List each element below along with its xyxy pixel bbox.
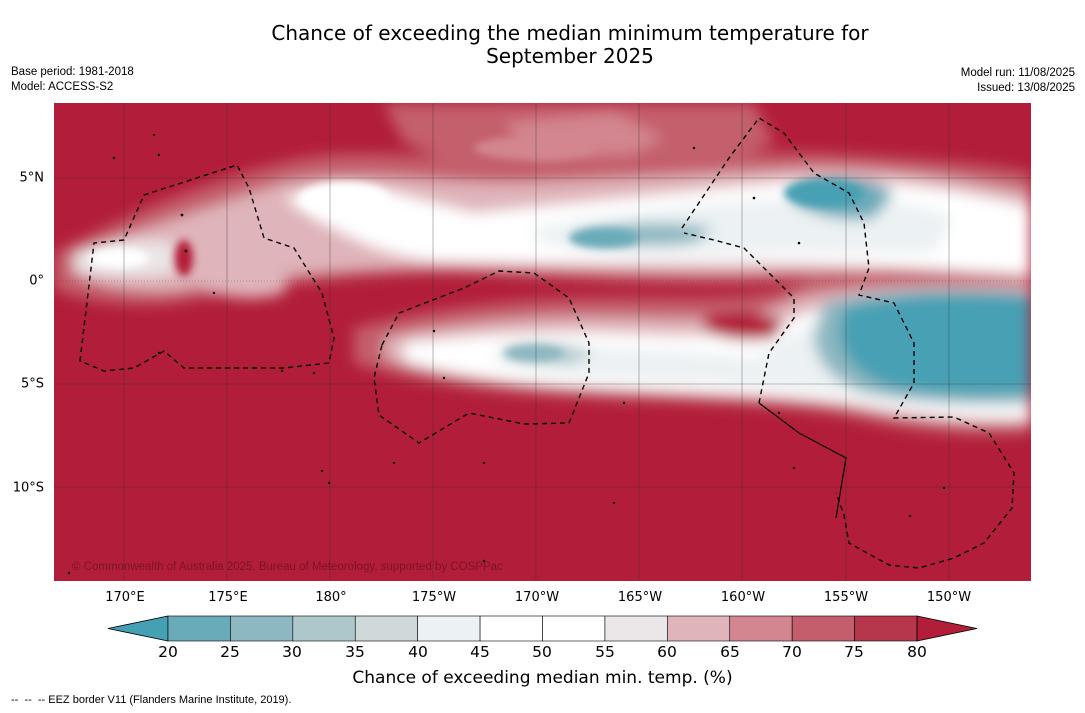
probability-map[interactable]: © Commonwealth of Australia 2025, Bureau… bbox=[54, 103, 1031, 581]
colorbar-tick-25: 25 bbox=[220, 643, 240, 661]
colorbar-segment bbox=[354, 615, 418, 642]
field-west-white-blob bbox=[89, 248, 149, 268]
lon-label-180: 180° bbox=[315, 590, 347, 605]
colorbar-tick-50: 50 bbox=[532, 643, 552, 661]
lon-label-165w: 165°W bbox=[617, 590, 663, 605]
lat-label-0: 0° bbox=[29, 273, 44, 289]
lon-label-170e: 170°E bbox=[105, 590, 145, 605]
field-west-red-spot bbox=[175, 240, 193, 276]
field-west-pink bbox=[194, 227, 294, 299]
base-period: Base period: 1981-2018 bbox=[11, 66, 134, 78]
field-north-white-blob bbox=[299, 182, 389, 214]
colorbar-tick-20: 20 bbox=[158, 643, 178, 661]
probability-field-detail bbox=[89, 136, 864, 361]
colorbar-tick-60: 60 bbox=[657, 643, 677, 661]
lon-label-150w: 150°W bbox=[926, 590, 972, 605]
title-line-1: Chance of exceeding the median minimum t… bbox=[271, 21, 869, 45]
issued-date: Issued: 13/08/2025 bbox=[977, 82, 1075, 94]
colorbar-segment bbox=[604, 615, 668, 642]
eez-border-west bbox=[79, 164, 335, 372]
colorbar-tick-30: 30 bbox=[282, 643, 302, 661]
meta-left: Base period: 1981-2018 Model: ACCESS-S2 bbox=[11, 65, 134, 95]
colorbar-tick-65: 65 bbox=[720, 643, 740, 661]
eez-border-east bbox=[681, 117, 1015, 569]
colorbar-tick-80: 80 bbox=[907, 643, 927, 661]
colorbar-tick-75: 75 bbox=[844, 643, 864, 661]
colorbar-extend-low bbox=[107, 615, 169, 642]
lat-label-5n: 5°N bbox=[19, 170, 45, 186]
graticule bbox=[54, 103, 1031, 581]
field-mid-teal-spot bbox=[569, 228, 639, 248]
colorbar-segment bbox=[230, 615, 294, 642]
colorbar-tick-70: 70 bbox=[782, 643, 802, 661]
lon-label-175e: 175°E bbox=[208, 590, 248, 605]
model-name: Model: ACCESS-S2 bbox=[11, 81, 114, 93]
title-line-2: September 2025 bbox=[486, 44, 654, 68]
eez-border-east-inner bbox=[683, 232, 795, 404]
colorbar-tick-45: 45 bbox=[470, 643, 490, 661]
lon-label-175w: 175°W bbox=[411, 590, 457, 605]
colorbar-segment bbox=[667, 615, 731, 642]
lon-label-170w: 170°W bbox=[514, 590, 560, 605]
model-run: Model run: 11/08/2025 bbox=[960, 67, 1075, 79]
colorbar-label: Chance of exceeding median min. temp. (%… bbox=[352, 668, 733, 688]
colorbar-tick-35: 35 bbox=[345, 643, 365, 661]
field-south-teal-core bbox=[839, 293, 1031, 396]
lat-label-5s: 5°S bbox=[20, 376, 44, 392]
field-northeast-teal bbox=[784, 179, 864, 207]
colorbar-segment bbox=[542, 615, 606, 642]
colorbar-segment bbox=[417, 615, 481, 642]
colorbar bbox=[107, 615, 978, 642]
chart-title: Chance of exceeding the median minimum t… bbox=[0, 22, 1085, 68]
lon-label-155w: 155°W bbox=[823, 590, 869, 605]
eez-border-solid-segment bbox=[758, 402, 847, 519]
colorbar-segment bbox=[791, 615, 855, 642]
eez-legend: -- -- -- EEZ border V11 (Flanders Marine… bbox=[11, 694, 292, 706]
colorbar-segment bbox=[167, 615, 231, 642]
field-south-red-blob bbox=[704, 311, 784, 340]
colorbar-segment bbox=[729, 615, 793, 642]
lat-label-10s: 10°S bbox=[12, 480, 44, 496]
islands bbox=[67, 133, 946, 575]
colorbar-tick-55: 55 bbox=[595, 643, 615, 661]
colorbar-segment bbox=[854, 615, 918, 642]
field-south-teal-spot bbox=[504, 345, 564, 361]
colorbar-segment bbox=[479, 615, 543, 642]
lon-label-160w: 160°W bbox=[720, 590, 766, 605]
colorbar-extend-high bbox=[916, 615, 978, 642]
meta-right: Model run: 11/08/2025 Issued: 13/08/2025 bbox=[961, 66, 1075, 96]
colorbar-segment bbox=[292, 615, 356, 642]
eez-border-central bbox=[373, 270, 590, 444]
field-north-pink-streak bbox=[474, 136, 594, 160]
eez-borders bbox=[79, 117, 1015, 569]
copyright-text: © Commonwealth of Australia 2025, Bureau… bbox=[72, 561, 503, 573]
colorbar-tick-40: 40 bbox=[408, 643, 428, 661]
